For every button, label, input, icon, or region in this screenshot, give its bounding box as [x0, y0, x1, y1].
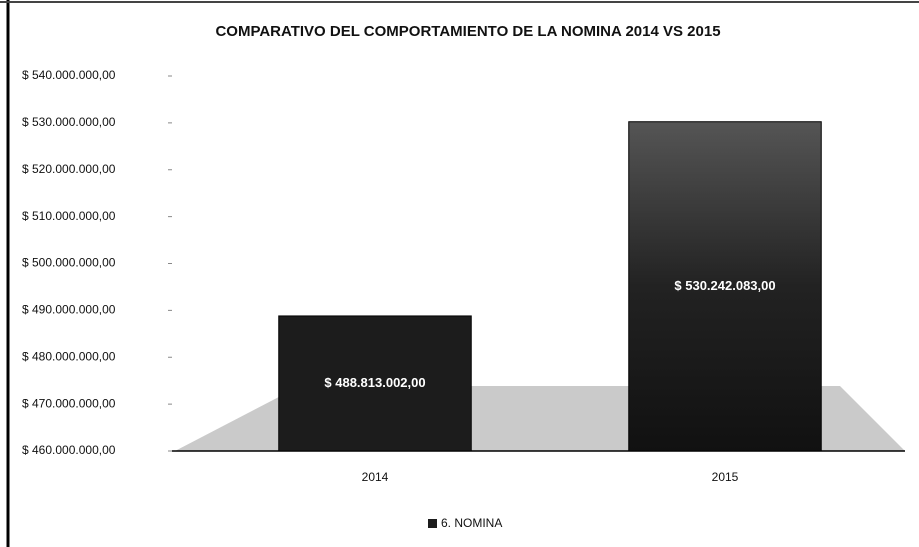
y-tick-label: $ 470.000.000,00	[22, 396, 116, 410]
chart-title: COMPARATIVO DEL COMPORTAMIENTO DE LA NOM…	[215, 23, 720, 40]
x-tick-label: 2014	[362, 470, 389, 484]
data-label: $ 488.813.002,00	[324, 375, 425, 390]
legend-swatch	[428, 519, 437, 528]
bar	[628, 121, 822, 452]
y-tick-label: $ 540.000.000,00	[22, 68, 116, 82]
y-tick-label: $ 480.000.000,00	[22, 349, 116, 363]
y-tick-label: $ 510.000.000,00	[22, 209, 116, 223]
data-label: $ 530.242.083,00	[674, 278, 775, 293]
x-tick-label: 2015	[712, 470, 739, 484]
y-tick-label: $ 520.000.000,00	[22, 162, 116, 176]
bar	[278, 315, 472, 452]
y-tick-label: $ 460.000.000,00	[22, 443, 116, 457]
y-tick-label: $ 530.000.000,00	[22, 115, 116, 129]
legend-label: 6. NOMINA	[441, 516, 502, 530]
y-tick-label: $ 500.000.000,00	[22, 256, 116, 270]
y-tick-label: $ 490.000.000,00	[22, 303, 116, 317]
